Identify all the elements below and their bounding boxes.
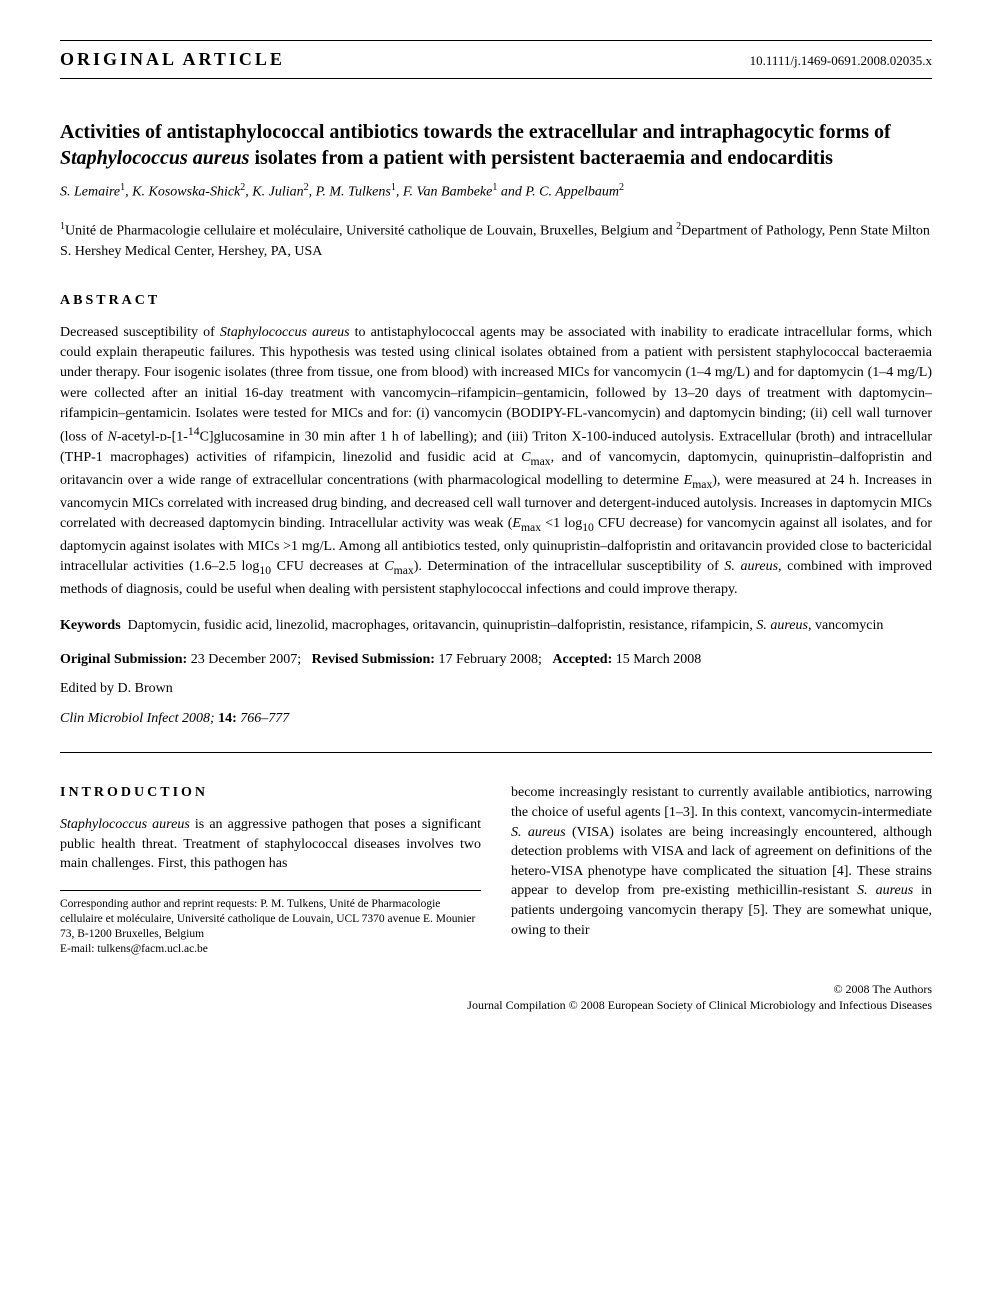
email-label: E-mail: <box>60 943 95 955</box>
body-columns: INTRODUCTION Staphylococcus aureus is an… <box>60 783 932 956</box>
keywords: Keywords Daptomycin, fusidic acid, linez… <box>60 616 932 636</box>
revised-submission-label: Revised Submission: <box>312 652 435 667</box>
article-title: Activities of antistaphylococcal antibio… <box>60 119 932 171</box>
header-bar: ORIGINAL ARTICLE 10.1111/j.1469-0691.200… <box>60 40 932 79</box>
right-column: become increasingly resistant to current… <box>511 783 932 956</box>
affiliations: 1Unité de Pharmacologie cellulaire et mo… <box>60 220 932 261</box>
authors: S. Lemaire1, K. Kosowska-Shick2, K. Juli… <box>60 181 932 202</box>
left-column: INTRODUCTION Staphylococcus aureus is an… <box>60 783 481 956</box>
doi: 10.1111/j.1469-0691.2008.02035.x <box>750 52 932 70</box>
revised-submission-value: 17 February 2008; <box>438 652 541 667</box>
intro-col2: become increasingly resistant to current… <box>511 783 932 940</box>
corresponding-author: Corresponding author and reprint request… <box>60 890 481 957</box>
footer-line2: Journal Compilation © 2008 European Soci… <box>60 997 932 1014</box>
abstract-heading: ABSTRACT <box>60 291 932 311</box>
corresponding-text: Corresponding author and reprint request… <box>60 897 481 942</box>
original-submission-value: 23 December 2007; <box>191 652 301 667</box>
footer-line1: © 2008 The Authors <box>60 981 932 998</box>
citation: Clin Microbiol Infect 2008; 14: 766–777 <box>60 709 932 754</box>
edited-by: Edited by D. Brown <box>60 679 932 699</box>
accepted-value: 15 March 2008 <box>616 652 702 667</box>
abstract-text: Decreased susceptibility of Staphylococc… <box>60 323 932 600</box>
article-type: ORIGINAL ARTICLE <box>60 47 285 72</box>
corresponding-email: E-mail: tulkens@facm.ucl.ac.be <box>60 942 481 957</box>
keywords-text: Daptomycin, fusidic acid, linezolid, mac… <box>128 618 884 633</box>
email-value: tulkens@facm.ucl.ac.be <box>97 943 208 955</box>
original-submission-label: Original Submission: <box>60 652 187 667</box>
page-footer: © 2008 The Authors Journal Compilation ©… <box>60 981 932 1015</box>
intro-col1: Staphylococcus aureus is an aggressive p… <box>60 815 481 874</box>
submission-dates: Original Submission: 23 December 2007; R… <box>60 650 932 670</box>
accepted-label: Accepted: <box>552 652 612 667</box>
introduction-heading: INTRODUCTION <box>60 783 481 803</box>
keywords-label: Keywords <box>60 618 121 633</box>
